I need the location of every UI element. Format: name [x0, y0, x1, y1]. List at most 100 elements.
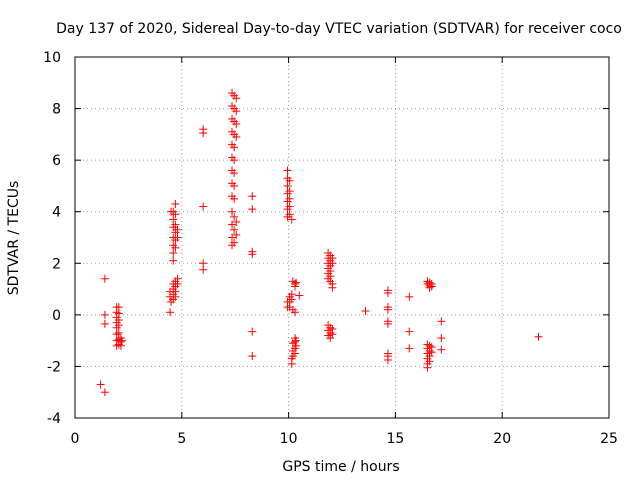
y-tick-label: 0 — [52, 308, 61, 324]
y-tick-label: 2 — [52, 256, 61, 272]
data-point — [100, 319, 109, 328]
data-point — [248, 205, 257, 214]
data-point — [230, 181, 239, 190]
data-point — [173, 225, 182, 234]
data-point — [405, 327, 414, 336]
data-point — [248, 250, 257, 259]
data-point — [227, 220, 236, 229]
x-tick-labels: 0 5 10 15 20 25 — [71, 431, 618, 447]
data-point — [283, 181, 292, 190]
data-point — [328, 283, 337, 292]
data-point — [405, 344, 414, 353]
data-point — [437, 345, 446, 354]
data-point — [285, 194, 294, 203]
data-point — [292, 341, 301, 350]
data-point — [117, 336, 126, 345]
y-tick-label: -4 — [47, 411, 61, 427]
data-point — [171, 199, 180, 208]
data-point — [169, 256, 178, 265]
data-point — [227, 207, 236, 216]
data-point — [328, 259, 337, 268]
y-tick-label: 4 — [52, 205, 61, 221]
data-point — [287, 359, 296, 368]
data-point — [171, 210, 180, 219]
data-point — [171, 243, 180, 252]
data-point — [166, 308, 175, 317]
x-tick-label: 5 — [177, 431, 186, 447]
data-point — [427, 282, 436, 291]
data-point — [232, 230, 241, 239]
data-point — [100, 274, 109, 283]
data-point — [383, 288, 392, 297]
data-point — [383, 305, 392, 314]
y-tick-label: 6 — [52, 153, 61, 169]
data-point — [437, 334, 446, 343]
data-point — [425, 357, 434, 366]
data-point — [230, 238, 239, 247]
data-point — [361, 306, 370, 315]
data-point — [383, 319, 392, 328]
data-point — [227, 233, 236, 242]
x-tick-label: 20 — [493, 431, 511, 447]
data-point — [534, 332, 543, 341]
data-point — [248, 192, 257, 201]
data-point — [287, 295, 296, 304]
y-axis-label: SDTVAR / TECUs — [6, 181, 22, 296]
data-point — [285, 176, 294, 185]
data-point — [230, 212, 239, 221]
y-tick-label: 10 — [43, 50, 61, 66]
data-point — [248, 352, 257, 361]
y-tick-label: -2 — [47, 359, 61, 375]
data-point — [291, 349, 300, 358]
data-point — [437, 317, 446, 326]
data-point — [405, 292, 414, 301]
data-point — [169, 215, 178, 224]
data-point — [199, 265, 208, 274]
x-tick-label: 15 — [386, 431, 404, 447]
data-point — [230, 156, 239, 165]
data-point — [232, 94, 241, 103]
x-axis-label: GPS time / hours — [282, 459, 399, 475]
data-point — [232, 218, 241, 227]
data-point — [169, 248, 178, 257]
data-point — [291, 308, 300, 317]
data-point — [116, 341, 125, 350]
data-point — [96, 380, 105, 389]
data-point — [230, 225, 239, 234]
data-point — [383, 355, 392, 364]
data-point — [285, 202, 294, 211]
data-point — [292, 278, 301, 287]
chart-title: Day 137 of 2020, Sidereal Day-to-day VTE… — [56, 21, 622, 37]
data-point — [425, 283, 434, 292]
data-point — [173, 233, 182, 242]
plot-frame — [74, 56, 610, 419]
x-tick-label: 0 — [71, 431, 80, 447]
data-point — [285, 187, 294, 196]
data-point — [230, 169, 239, 178]
data-point — [328, 330, 337, 339]
grid-lines — [75, 57, 609, 418]
data-point — [171, 220, 180, 229]
data-point — [427, 348, 436, 357]
data-point — [230, 143, 239, 152]
data-point — [232, 120, 241, 129]
x-tick-label: 25 — [600, 431, 618, 447]
data-point — [232, 107, 241, 116]
data-point — [171, 292, 180, 301]
data-point — [100, 310, 109, 319]
x-tick-label: 10 — [280, 431, 298, 447]
data-point — [285, 210, 294, 219]
y-tick-labels: -4 -2 0 2 4 6 8 10 — [43, 50, 61, 427]
data-point — [232, 132, 241, 141]
data-point — [173, 279, 182, 288]
axis-ticks — [74, 56, 610, 419]
data-points — [96, 89, 543, 397]
data-point — [100, 388, 109, 397]
data-point — [287, 215, 296, 224]
y-tick-label: 8 — [52, 102, 61, 118]
data-point — [199, 129, 208, 138]
data-point — [326, 334, 335, 343]
data-point — [295, 291, 304, 300]
